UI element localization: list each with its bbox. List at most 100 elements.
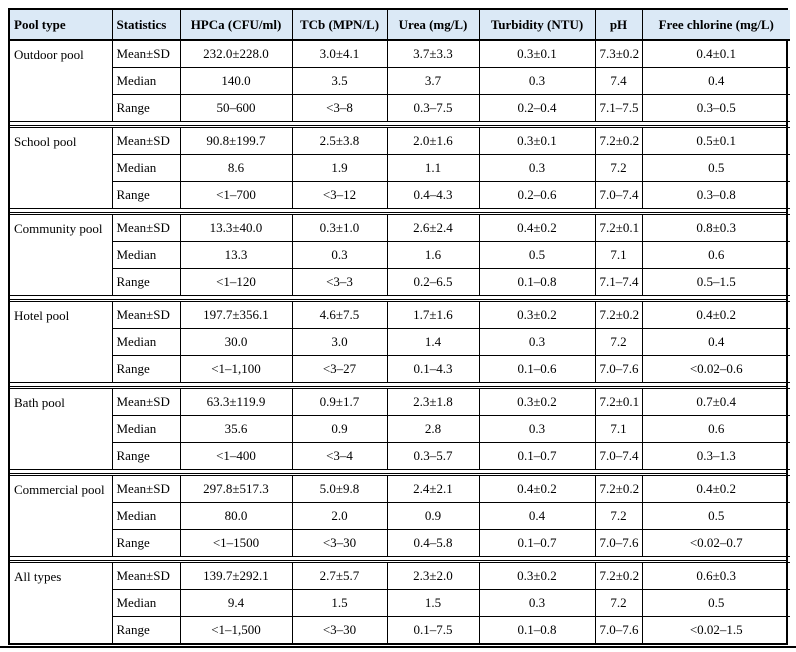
value-cell: <0.02–0.7 — [641, 529, 790, 557]
table-row: Bath pool Mean±SD 63.3±119.9 0.9±1.7 2.3±1.8… — [10, 388, 790, 470]
table-row: Range <1–700 <3–12 0.4–4.3 0.2–0.6 7.0–7.4 0.3… — [10, 181, 790, 209]
value-cell: 13.3±40.0 — [179, 214, 293, 242]
group-separator — [10, 383, 786, 387]
table-row: Range 50–600 <3–8 0.3–7.5 0.2–0.4 7.1–7.5 0.3–… — [10, 94, 790, 122]
value-cell: 0.3–0.8 — [641, 181, 790, 209]
value-cell: 0.2–0.6 — [478, 181, 596, 209]
value-cell: <3–27 — [291, 355, 388, 383]
value-cell: 0.1–0.7 — [478, 529, 596, 557]
value-cell: 0.3–5.7 — [386, 442, 480, 470]
value-cell: 0.3 — [478, 328, 596, 356]
group-separator — [10, 122, 786, 126]
value-cell: 0.3±1.0 — [291, 214, 388, 242]
value-cell: <1–700 — [179, 181, 293, 209]
value-cell: 197.7±356.1 — [179, 301, 293, 329]
value-cell: 0.1–0.8 — [478, 616, 596, 643]
value-cell: 0.6 — [641, 415, 790, 443]
value-cell: 0.4 — [641, 67, 790, 95]
table-row: School pool Mean±SD 90.8±199.7 2.5±3.8 2.0±1… — [10, 127, 790, 209]
value-cell: 0.4–4.3 — [386, 181, 480, 209]
value-cell: 0.4±0.2 — [641, 475, 790, 503]
value-cell: 2.6±2.4 — [386, 214, 480, 242]
column-header: Turbidity (NTU) — [478, 10, 596, 40]
pool-type-cell: Hotel pool — [10, 301, 113, 383]
value-cell: 1.6 — [386, 241, 480, 269]
bottom-rule — [0, 646, 796, 648]
group-separator — [10, 296, 786, 300]
column-header: Urea (mg/L) — [386, 10, 480, 40]
value-cell: 2.5±3.8 — [291, 127, 388, 155]
value-cell: 7.2±0.2 — [594, 301, 643, 329]
table-row: Range <1–400 <3–4 0.3–5.7 0.1–0.7 7.0–7.4 0.3–… — [10, 442, 790, 470]
value-cell: 2.3±2.0 — [386, 562, 480, 590]
value-cell: 0.5±0.1 — [641, 127, 790, 155]
value-cell: <1–1,500 — [179, 616, 293, 643]
value-cell: <3–12 — [291, 181, 388, 209]
column-header: HPCa (CFU/ml) — [179, 10, 293, 40]
value-cell: 3.0 — [291, 328, 388, 356]
value-cell: 3.7 — [386, 67, 480, 95]
value-cell: <3–4 — [291, 442, 388, 470]
pool-type-cell: Outdoor pool — [10, 40, 113, 122]
value-cell: 7.2±0.2 — [594, 562, 643, 590]
value-cell: 8.6 — [179, 154, 293, 182]
value-cell: 0.2–6.5 — [386, 268, 480, 296]
stat-label-cell: Median — [112, 154, 181, 182]
value-cell: 0.4 — [641, 328, 790, 356]
value-cell: 7.2±0.1 — [594, 214, 643, 242]
value-cell: 2.4±2.1 — [386, 475, 480, 503]
table-row: Median 9.4 1.5 1.5 0.3 7.2 0.5 — [10, 589, 790, 617]
table-row: Range <1–1500 <3–30 0.4–5.8 0.1–0.7 7.0–7.6 <0… — [10, 529, 790, 557]
value-cell: 0.8±0.3 — [641, 214, 790, 242]
group-table: Community pool Mean±SD 13.3±40.0 0.3±1.0 2.6… — [10, 214, 790, 296]
value-cell: 7.3±0.2 — [594, 40, 643, 68]
value-cell: 3.5 — [291, 67, 388, 95]
group-separator — [10, 470, 786, 474]
value-cell: 13.3 — [179, 241, 293, 269]
value-cell: 0.3 — [478, 67, 596, 95]
group-table: Bath pool Mean±SD 63.3±119.9 0.9±1.7 2.3±1.8… — [10, 388, 790, 470]
value-cell: 2.3±1.8 — [386, 388, 480, 416]
value-cell: 3.0±4.1 — [291, 40, 388, 68]
stat-label-cell: Range — [112, 181, 181, 209]
value-cell: <1–1500 — [179, 529, 293, 557]
value-cell: 0.3±0.2 — [478, 562, 596, 590]
stat-label-cell: Mean±SD — [111, 40, 181, 68]
value-cell: <0.02–1.5 — [641, 616, 790, 643]
value-cell: 2.0±1.6 — [386, 127, 480, 155]
value-cell: 30.0 — [179, 328, 293, 356]
stat-label-cell: Range — [112, 94, 181, 122]
stat-label-cell: Mean±SD — [111, 301, 181, 329]
table-row: Median 35.6 0.9 2.8 0.3 7.1 0.6 — [10, 415, 790, 443]
value-cell: 7.2 — [594, 328, 643, 356]
group-separator — [10, 557, 786, 561]
value-cell: 1.7±1.6 — [386, 301, 480, 329]
value-cell: 7.1–7.4 — [594, 268, 643, 296]
value-cell: 0.1–0.6 — [478, 355, 596, 383]
group-table: Commercial pool Mean±SD 297.8±517.3 5.0±9.8… — [10, 475, 790, 557]
value-cell: 1.5 — [386, 589, 480, 617]
stat-label-cell: Median — [112, 241, 181, 269]
value-cell: 35.6 — [179, 415, 293, 443]
pool-water-quality-table: Pool type Statistics HPCa (CFU/ml) TCb (MPN… — [8, 8, 790, 645]
value-cell: 7.4 — [594, 67, 643, 95]
value-cell: 1.5 — [291, 589, 388, 617]
value-cell: 0.3 — [478, 589, 596, 617]
value-cell: <1–1,100 — [179, 355, 293, 383]
value-cell: 0.9 — [386, 502, 480, 530]
value-cell: 7.1 — [594, 415, 643, 443]
value-cell: 0.3–1.3 — [641, 442, 790, 470]
value-cell: 0.3±0.2 — [478, 388, 596, 416]
table-row: Commercial pool Mean±SD 297.8±517.3 5.0±9.8… — [10, 475, 790, 557]
stat-label-cell: Median — [112, 415, 181, 443]
value-cell: 7.2 — [594, 154, 643, 182]
table-row: Range <1–1,100 <3–27 0.1–4.3 0.1–0.6 7.0–7.6 <… — [10, 355, 790, 383]
value-cell: <1–400 — [179, 442, 293, 470]
value-cell: 0.6±0.3 — [641, 562, 790, 590]
pool-type-cell: Community pool — [10, 214, 113, 296]
value-cell: 7.0–7.6 — [594, 355, 643, 383]
column-header: Statistics — [111, 10, 181, 40]
pool-type-cell: Commercial pool — [10, 475, 113, 557]
column-header: Pool type — [10, 10, 113, 40]
value-cell: 4.6±7.5 — [291, 301, 388, 329]
